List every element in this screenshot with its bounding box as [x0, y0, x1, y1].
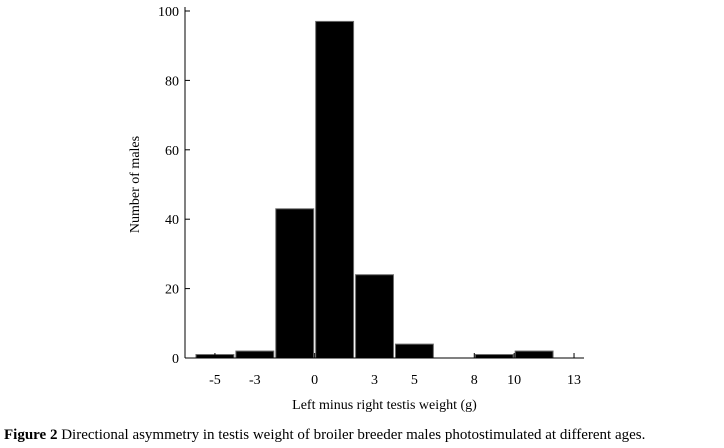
y-tick-label-1: 20	[165, 283, 179, 298]
x-tick-label-6: 10	[507, 373, 521, 388]
x-tick-label-4: 5	[411, 373, 418, 388]
x-tick-label-5: 8	[471, 373, 478, 388]
x-tick-label-2: 0	[311, 373, 318, 388]
x-tick-label-7: 13	[567, 373, 581, 388]
x-tick-label-0: -5	[209, 373, 221, 388]
axes-group	[184, 7, 584, 359]
y-tick-label-0: 0	[172, 352, 179, 367]
histogram-bar-4	[355, 274, 394, 359]
figure-caption-label: Figure 2	[4, 427, 58, 443]
histogram-bar-2	[275, 208, 315, 359]
x-axis-ticks: -5 -3 0 3 5 8 10 13	[209, 353, 581, 388]
figure-caption: Figure 2 Directional asymmetry in testis…	[4, 426, 724, 444]
histogram-bar-8	[514, 350, 554, 359]
y-tick-label-4: 80	[165, 74, 179, 89]
x-tick-label-3: 3	[371, 373, 378, 388]
histogram-bar-3	[315, 20, 355, 359]
histogram-chart: 0 20 40 60 80 100 -5 -3 0 3 5 8 10 13 Left minus rig…	[128, 5, 584, 413]
histogram-bar-7	[474, 354, 514, 359]
x-axis-title: Left minus right testis weight (g)	[292, 398, 477, 413]
x-tick-label-1: -3	[249, 373, 261, 388]
y-tick-label-5: 100	[158, 5, 179, 20]
y-tick-label-3: 60	[165, 144, 179, 159]
bars-group	[195, 20, 554, 359]
figure-caption-text: Directional asymmetry in testis weight o…	[57, 427, 646, 443]
y-axis-title: Number of males	[128, 136, 143, 233]
y-axis-ticks: 0 20 40 60 80 100	[158, 5, 190, 367]
y-tick-label-2: 40	[165, 213, 179, 228]
